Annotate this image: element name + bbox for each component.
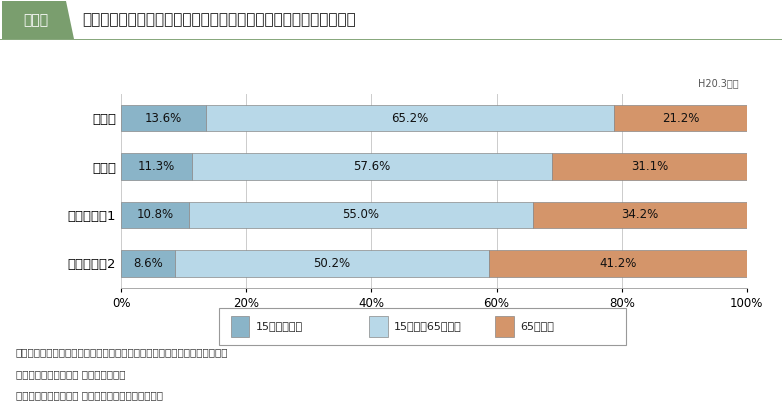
Bar	[489, 250, 747, 277]
Polygon shape	[2, 1, 74, 39]
Bar	[496, 317, 514, 337]
Text: 21.2%: 21.2%	[662, 111, 699, 124]
Text: 55.0%: 55.0%	[343, 208, 379, 222]
Bar	[369, 317, 388, 337]
Bar	[175, 250, 489, 277]
FancyBboxPatch shape	[219, 308, 626, 345]
Text: 57.6%: 57.6%	[353, 160, 391, 173]
Bar	[552, 153, 747, 180]
Bar	[121, 153, 192, 180]
Text: 15歳以上65歳未満: 15歳以上65歳未満	[394, 322, 461, 331]
Text: 10.8%: 10.8%	[136, 208, 174, 222]
Text: 15歳未満人口: 15歳未満人口	[256, 322, 303, 331]
Bar	[614, 105, 747, 131]
Text: 11.3%: 11.3%	[138, 160, 175, 173]
Text: 65.2%: 65.2%	[392, 111, 429, 124]
Text: 岩手・宮城内陸地震における孤立発生地区（栗原市内）の高齢化率: 岩手・宮城内陸地震における孤立発生地区（栗原市内）の高齢化率	[82, 13, 356, 27]
Text: 41.2%: 41.2%	[599, 257, 637, 270]
Text: ＊１　栗駒地区のうち 耕英集落が孤立: ＊１ 栗駒地区のうち 耕英集落が孤立	[16, 369, 125, 379]
Text: 8.6%: 8.6%	[133, 257, 163, 270]
Text: 31.1%: 31.1%	[631, 160, 668, 173]
Text: 出典：宮城県住民基本台帳年報，栗原市住民基本台帳年報を基に内閣府作成: 出典：宮城県住民基本台帳年報，栗原市住民基本台帳年報を基に内閣府作成	[16, 347, 228, 357]
Bar	[192, 153, 552, 180]
Bar	[121, 202, 188, 228]
Text: ＊２　花山地区のうち 中村集落及び浅布集落が孤立: ＊２ 花山地区のうち 中村集落及び浅布集落が孤立	[16, 390, 163, 400]
Text: 図表６: 図表６	[23, 13, 48, 27]
Text: 65歳以上: 65歳以上	[520, 322, 554, 331]
Text: 34.2%: 34.2%	[621, 208, 658, 222]
Bar	[188, 202, 533, 228]
Bar	[121, 105, 206, 131]
Bar	[533, 202, 747, 228]
Bar	[121, 250, 175, 277]
Bar	[206, 105, 614, 131]
Bar	[231, 317, 249, 337]
Text: 13.6%: 13.6%	[145, 111, 182, 124]
Text: 50.2%: 50.2%	[314, 257, 350, 270]
Text: H20.3時点: H20.3時点	[698, 78, 739, 88]
